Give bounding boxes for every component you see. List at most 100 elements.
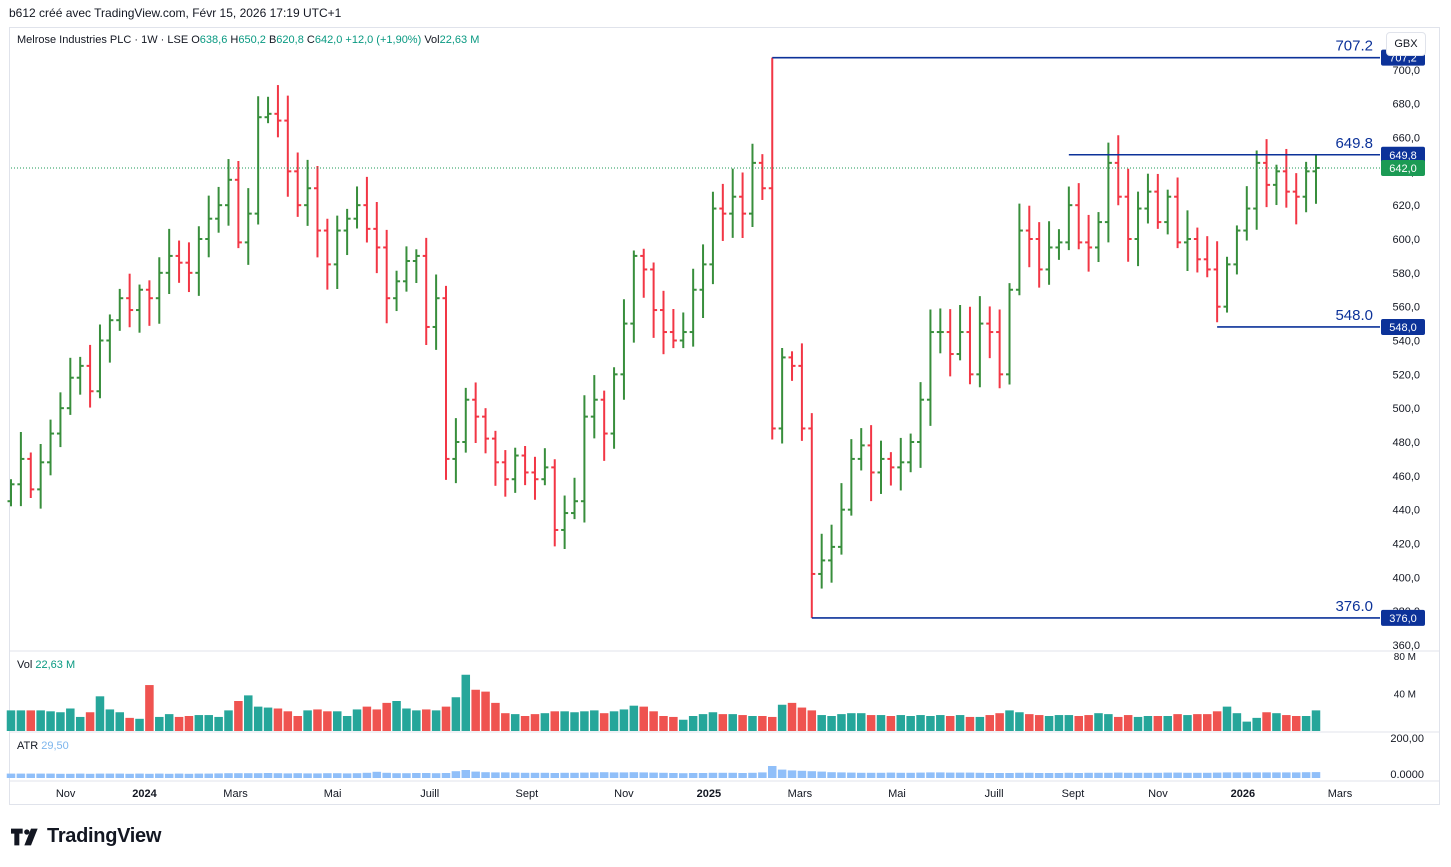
price-bar xyxy=(887,452,895,486)
atr-bar xyxy=(817,771,826,778)
volume-bar xyxy=(303,710,312,731)
volume-bar xyxy=(886,716,896,731)
atr-bar xyxy=(1262,772,1271,778)
atr-bar xyxy=(1025,772,1034,778)
price-bar xyxy=(1045,221,1053,285)
atr-bar xyxy=(1173,772,1182,778)
price-bar xyxy=(353,186,361,229)
time-axis-label: Juill xyxy=(985,788,1004,800)
atr-bar xyxy=(698,773,708,778)
volume-bar xyxy=(372,709,382,731)
price-bar xyxy=(788,351,796,381)
volume-bar xyxy=(471,689,480,731)
volume-bar xyxy=(1222,706,1232,731)
atr-histogram: 200,00 0.0000 xyxy=(6,733,1424,781)
atr-bar xyxy=(313,773,322,778)
atr-bar xyxy=(204,773,213,778)
symbol-name: Melrose Industries PLC · 1W · LSE xyxy=(17,34,189,46)
volume-bar xyxy=(352,709,362,731)
price-bar xyxy=(165,228,173,295)
atr-bar xyxy=(639,772,648,778)
price-bars xyxy=(7,57,1320,618)
volume-value: 22,63 M xyxy=(35,659,76,671)
volume-bar xyxy=(1025,714,1034,731)
time-axis-label: Mai xyxy=(888,788,906,800)
price-bar xyxy=(1193,227,1201,273)
atr-bar xyxy=(1291,772,1301,778)
price-bar xyxy=(1282,148,1290,208)
atr-bar xyxy=(1074,773,1083,778)
time-axis: Nov 2024 Mars Mai Juill Sept Nov 2025 Mars Mai Jui… xyxy=(10,650,1439,800)
price-bar xyxy=(1124,168,1132,262)
price-bar xyxy=(660,290,667,355)
price-bar xyxy=(284,95,292,197)
price-bar xyxy=(47,419,55,476)
price-bar xyxy=(264,96,272,124)
volume-bar xyxy=(382,702,391,731)
atr-bar xyxy=(767,766,777,778)
price-bar xyxy=(1035,222,1043,288)
price-bar xyxy=(7,479,15,507)
price-bar xyxy=(956,304,964,361)
volume-bar xyxy=(46,711,55,731)
price-axis: 720,0700,0680,0660,0640,0620,0600,0580,0… xyxy=(1392,31,1420,652)
volume-bar xyxy=(115,712,125,731)
atr-bar xyxy=(530,772,540,778)
volume-bar xyxy=(194,715,204,731)
price-bar xyxy=(363,176,371,243)
price-bar xyxy=(27,452,35,498)
volume-bar xyxy=(570,712,579,731)
atr-bar xyxy=(1232,772,1242,778)
price-bar xyxy=(1025,205,1033,268)
price-bar xyxy=(739,172,747,238)
chart-frame xyxy=(9,27,1440,805)
atr-bar xyxy=(105,773,115,778)
low-label: B xyxy=(268,34,277,46)
volume-bar xyxy=(530,714,540,731)
volume-bar xyxy=(1272,713,1281,731)
atr-bar xyxy=(431,773,441,778)
tradingview-logo[interactable]: TradingView xyxy=(11,825,161,848)
price-bar xyxy=(689,268,697,347)
atr-bar xyxy=(758,772,767,778)
price-tick-label: 620,0 xyxy=(1392,200,1420,212)
price-bar xyxy=(679,312,687,349)
price-bar xyxy=(1134,191,1142,267)
close-value: 642,0 xyxy=(314,34,343,46)
price-bar xyxy=(580,395,588,523)
volume-bar xyxy=(1034,715,1044,731)
volume-tick-label: 40 M xyxy=(1394,690,1416,701)
price-bar xyxy=(452,418,460,484)
atr-bar xyxy=(234,773,243,778)
atr-bar xyxy=(263,773,273,778)
chart-caption: b612 créé avec TradingView.com, Févr 15,… xyxy=(9,6,342,20)
price-bar xyxy=(195,226,203,296)
atr-bar xyxy=(1212,772,1222,778)
volume-bar xyxy=(293,716,302,731)
price-bar xyxy=(1312,154,1320,204)
volume-bar xyxy=(876,715,886,731)
atr-bar xyxy=(520,772,530,778)
atr-bar xyxy=(244,773,253,778)
price-bar xyxy=(808,413,816,618)
atr-bar xyxy=(1104,772,1113,778)
volume-bar xyxy=(105,709,115,731)
volume-bar xyxy=(273,708,283,731)
currency-button[interactable]: GBX xyxy=(1386,32,1426,56)
volume-bar xyxy=(283,711,293,731)
price-bar xyxy=(818,533,826,589)
atr-bar xyxy=(135,773,144,778)
atr-bar xyxy=(837,772,846,778)
volume-bar xyxy=(323,711,332,731)
price-bar xyxy=(294,152,302,217)
volume-bar xyxy=(342,716,352,731)
price-bar xyxy=(136,284,144,333)
price-bar xyxy=(1203,236,1211,278)
atr-tick-label: 0.0000 xyxy=(1390,769,1424,781)
atr-bar xyxy=(155,773,164,778)
atr-bar xyxy=(1044,773,1054,778)
atr-bar xyxy=(75,773,85,778)
price-bar xyxy=(600,390,608,461)
price-tick-label: 560,0 xyxy=(1392,302,1420,314)
